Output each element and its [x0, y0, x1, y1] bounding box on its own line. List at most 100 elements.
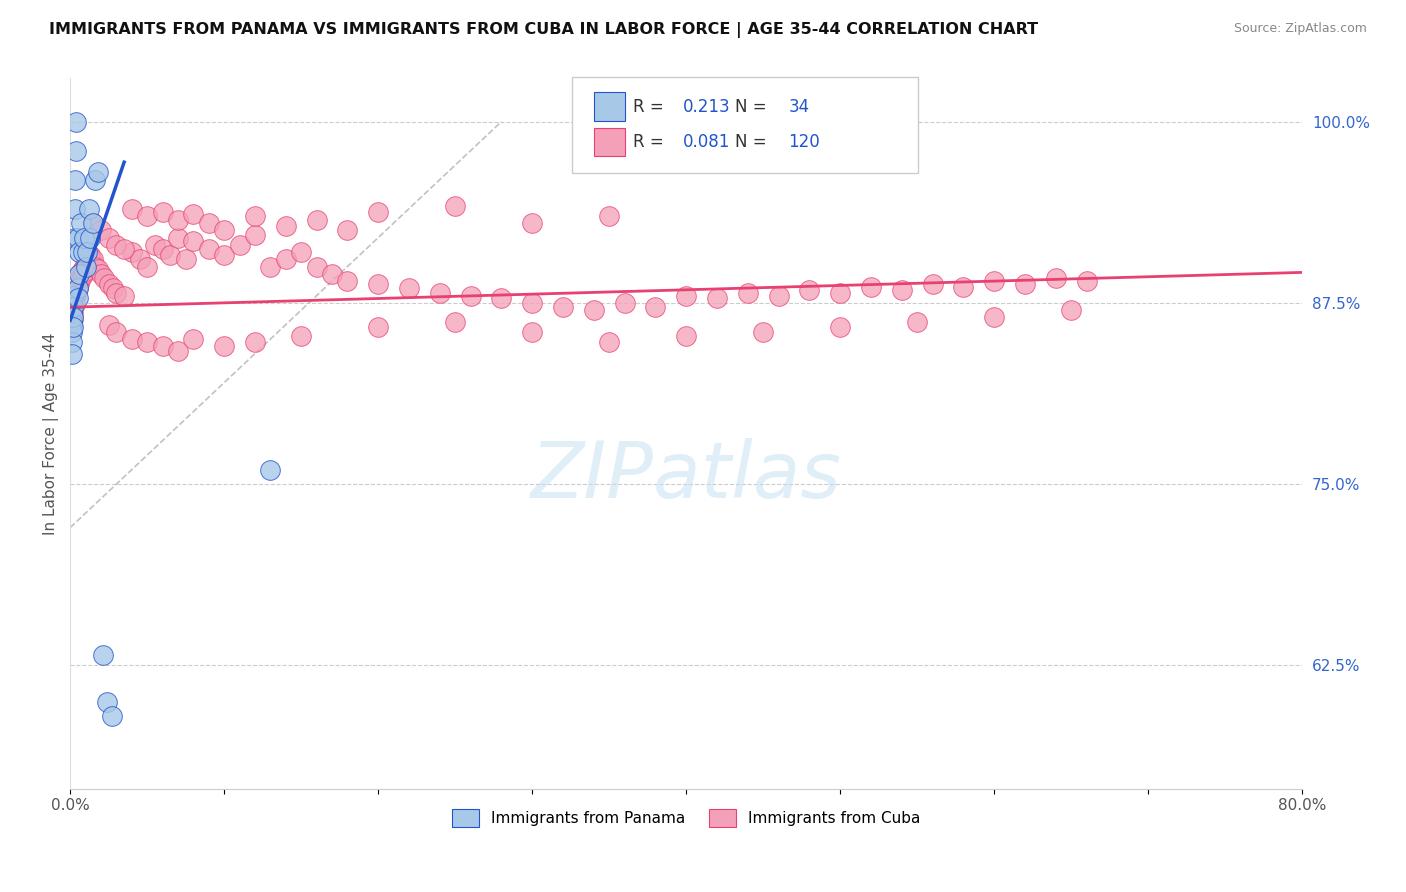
Point [65, 280, 87, 294]
Point [97, 318, 120, 332]
Point [799, 283, 821, 297]
Text: 34: 34 [789, 97, 810, 116]
Point [398, 281, 420, 295]
Point [83, 260, 105, 274]
FancyBboxPatch shape [593, 128, 624, 156]
FancyBboxPatch shape [593, 93, 624, 120]
Text: Source: ZipAtlas.com: Source: ZipAtlas.com [1233, 22, 1367, 36]
Point [80, 253, 103, 268]
Point [66, 281, 89, 295]
Point [460, 288, 482, 302]
Point [613, 296, 636, 310]
Point [143, 237, 166, 252]
Point [598, 334, 620, 349]
Point [136, 334, 159, 349]
Point [87, 165, 110, 179]
Point [491, 292, 513, 306]
Point [97, 277, 120, 291]
Point [60, 318, 83, 332]
Point [212, 339, 235, 353]
Point [243, 334, 266, 349]
Text: N =: N = [735, 133, 772, 151]
Point [63, 202, 86, 216]
Text: 0.081: 0.081 [682, 133, 730, 151]
Point [60, 334, 83, 349]
Point [274, 219, 297, 233]
Text: IMMIGRANTS FROM PANAMA VS IMMIGRANTS FROM CUBA IN LABOR FORCE | AGE 35-44 CORREL: IMMIGRANTS FROM PANAMA VS IMMIGRANTS FRO… [49, 22, 1039, 38]
Point [66, 292, 89, 306]
Point [75, 257, 97, 271]
Point [66, 230, 89, 244]
Point [243, 227, 266, 242]
Point [522, 325, 544, 339]
Point [336, 223, 359, 237]
Point [76, 245, 98, 260]
Point [83, 172, 105, 186]
Point [737, 285, 759, 300]
Point [152, 242, 174, 256]
Point [752, 325, 775, 339]
Point [890, 283, 912, 297]
Point [62, 306, 84, 320]
Point [70, 265, 93, 279]
Point [198, 216, 221, 230]
Text: R =: R = [633, 133, 669, 151]
Point [103, 281, 125, 295]
Point [921, 277, 943, 291]
Point [121, 332, 143, 346]
Point [859, 280, 882, 294]
Point [1045, 271, 1067, 285]
Point [274, 252, 297, 267]
Point [259, 260, 281, 274]
Point [228, 237, 250, 252]
Point [183, 332, 205, 346]
Point [65, 144, 87, 158]
Point [983, 310, 1005, 325]
Point [136, 209, 159, 223]
Point [905, 315, 928, 329]
Point [75, 260, 97, 274]
Point [167, 213, 190, 227]
Point [70, 271, 93, 285]
Point [121, 202, 143, 216]
Point [66, 274, 89, 288]
Legend: Immigrants from Panama, Immigrants from Cuba: Immigrants from Panama, Immigrants from … [444, 801, 928, 834]
Point [63, 285, 86, 300]
Point [1060, 303, 1083, 318]
Point [93, 271, 115, 285]
Point [79, 230, 101, 244]
Point [65, 285, 87, 300]
Point [105, 237, 128, 252]
Point [73, 260, 96, 274]
Point [675, 288, 697, 302]
Point [63, 172, 86, 186]
Point [336, 274, 359, 288]
Point [644, 300, 666, 314]
Point [174, 252, 197, 267]
Point [90, 223, 112, 237]
Point [121, 245, 143, 260]
Point [77, 251, 100, 265]
Point [768, 288, 790, 302]
Point [136, 260, 159, 274]
Point [69, 277, 91, 291]
Point [60, 303, 83, 318]
Point [305, 213, 328, 227]
Point [444, 199, 467, 213]
Point [1076, 274, 1098, 288]
Point [62, 320, 84, 334]
Point [983, 274, 1005, 288]
Point [128, 252, 150, 267]
Text: R =: R = [633, 97, 669, 116]
Point [830, 320, 852, 334]
Point [198, 242, 221, 256]
Point [582, 303, 605, 318]
Point [183, 207, 205, 221]
Point [62, 310, 84, 325]
Text: ZIPatlas: ZIPatlas [531, 438, 842, 514]
Point [551, 300, 574, 314]
Point [290, 329, 312, 343]
Point [69, 267, 91, 281]
Point [60, 296, 83, 310]
Point [112, 242, 135, 256]
